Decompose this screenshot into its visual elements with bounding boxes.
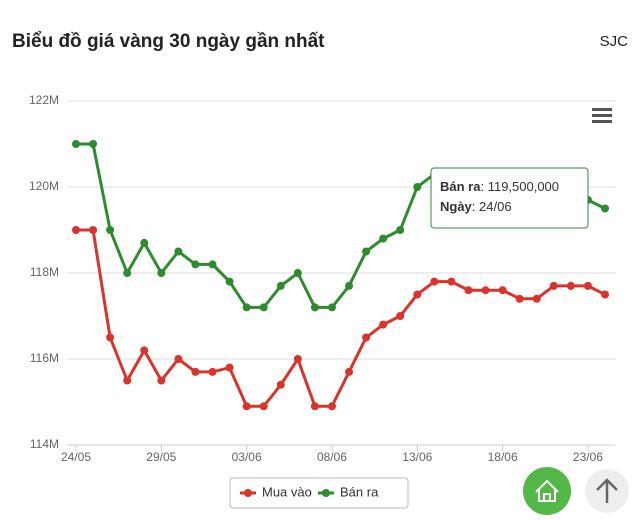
point	[242, 402, 251, 411]
point	[362, 333, 371, 342]
chart-title: Biểu đồ giá vàng 30 ngày gần nhất	[12, 31, 325, 52]
tooltip-key: Ngày	[440, 199, 473, 214]
point	[157, 269, 166, 277]
point	[515, 294, 524, 303]
menu-icon[interactable]	[592, 108, 612, 123]
point	[123, 269, 132, 277]
point	[208, 260, 217, 269]
tooltip-value: : 24/06	[472, 199, 512, 214]
legend-label: Bán ra	[340, 484, 379, 499]
point	[362, 247, 371, 256]
point	[276, 380, 285, 389]
x-tick-label: 24/05	[61, 450, 91, 464]
point	[191, 260, 200, 269]
point	[89, 140, 98, 148]
menu-bar	[592, 114, 612, 117]
point	[123, 376, 132, 385]
arrow-up-icon	[596, 478, 618, 503]
tooltip-key: Bán ra	[440, 179, 481, 194]
home-circle	[523, 467, 571, 515]
point	[310, 303, 319, 312]
y-tick-label: 114M	[30, 437, 59, 451]
point	[72, 140, 80, 148]
point	[310, 402, 319, 411]
home-button[interactable]	[523, 467, 571, 515]
x-tick-label: 23/06	[573, 450, 603, 464]
legend-marker	[322, 489, 330, 497]
tooltip-box	[430, 167, 589, 229]
series-line	[76, 228, 606, 408]
point	[447, 277, 456, 286]
scroll-top-button[interactable]	[585, 469, 629, 513]
tooltip: Bán ra: 119,500,000 Ngày: 24/06	[430, 167, 589, 229]
point	[259, 402, 268, 411]
point	[293, 355, 302, 363]
point	[327, 303, 336, 312]
point	[481, 286, 490, 295]
point	[208, 367, 217, 376]
point	[566, 281, 575, 290]
legend: Mua vào Bán ra	[229, 477, 409, 509]
point	[157, 376, 166, 385]
point	[464, 286, 473, 295]
legend-marker	[244, 489, 252, 497]
point	[345, 281, 354, 290]
menu-bar	[592, 108, 612, 111]
y-tick-label: 118M	[30, 265, 59, 279]
point	[413, 183, 422, 191]
tooltip-row: Bán ra: 119,500,000	[440, 179, 559, 194]
point	[396, 312, 405, 320]
point	[140, 238, 149, 247]
point	[413, 290, 422, 299]
point	[276, 281, 285, 290]
point	[174, 355, 183, 363]
point	[532, 294, 541, 303]
brand: SJC	[600, 33, 629, 50]
point	[106, 333, 115, 342]
x-tick-label: 13/06	[402, 450, 432, 464]
y-tick-label: 120M	[29, 179, 59, 193]
point	[106, 226, 115, 234]
y-tick-label: 116M	[30, 351, 59, 365]
legend-label: Mua vào	[262, 484, 312, 499]
x-tick-label: 18/06	[488, 450, 518, 464]
point	[549, 281, 558, 290]
home-icon	[535, 479, 559, 502]
point	[174, 247, 183, 256]
point	[259, 303, 268, 312]
point	[72, 226, 80, 234]
point	[396, 226, 405, 234]
point	[345, 367, 354, 376]
x-tick-label: 03/06	[232, 450, 262, 464]
point	[327, 402, 336, 411]
x-tick-label: 29/05	[146, 450, 176, 464]
point	[191, 367, 200, 376]
tooltip-row: Ngày: 24/06	[440, 199, 512, 214]
point	[430, 277, 439, 286]
point	[242, 303, 251, 312]
point	[601, 290, 609, 299]
point	[379, 320, 388, 329]
menu-bar	[592, 120, 612, 123]
point	[601, 204, 609, 213]
tooltip-value: : 119,500,000	[480, 179, 559, 194]
point	[225, 363, 234, 372]
x-tick-label: 08/06	[317, 450, 347, 464]
point	[379, 234, 388, 243]
point	[140, 346, 149, 355]
point	[225, 277, 234, 286]
point	[89, 226, 98, 234]
point	[498, 286, 507, 295]
y-tick-label: 122M	[29, 93, 59, 107]
point	[583, 281, 592, 290]
point	[293, 269, 302, 277]
